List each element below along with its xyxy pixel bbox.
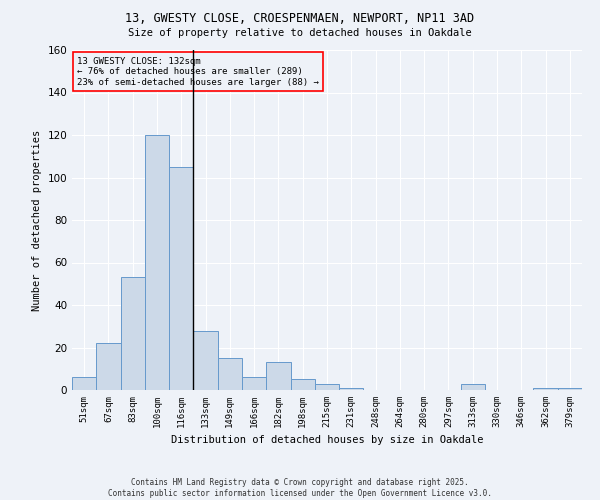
Bar [339,388,364,390]
Bar [290,380,315,390]
Text: Contains HM Land Registry data © Crown copyright and database right 2025.
Contai: Contains HM Land Registry data © Crown c… [108,478,492,498]
Bar [266,362,290,390]
Text: Size of property relative to detached houses in Oakdale: Size of property relative to detached ho… [128,28,472,38]
Text: 13 GWESTY CLOSE: 132sqm
← 76% of detached houses are smaller (289)
23% of semi-d: 13 GWESTY CLOSE: 132sqm ← 76% of detache… [77,57,319,86]
Bar [315,384,339,390]
Bar [96,343,121,390]
Bar [242,377,266,390]
Bar [461,384,485,390]
Y-axis label: Number of detached properties: Number of detached properties [32,130,42,310]
Bar [193,330,218,390]
Bar [169,167,193,390]
Bar [145,135,169,390]
Bar [218,358,242,390]
Text: 13, GWESTY CLOSE, CROESPENMAEN, NEWPORT, NP11 3AD: 13, GWESTY CLOSE, CROESPENMAEN, NEWPORT,… [125,12,475,26]
X-axis label: Distribution of detached houses by size in Oakdale: Distribution of detached houses by size … [171,436,483,446]
Bar [121,278,145,390]
Bar [533,388,558,390]
Bar [558,388,582,390]
Bar [72,377,96,390]
